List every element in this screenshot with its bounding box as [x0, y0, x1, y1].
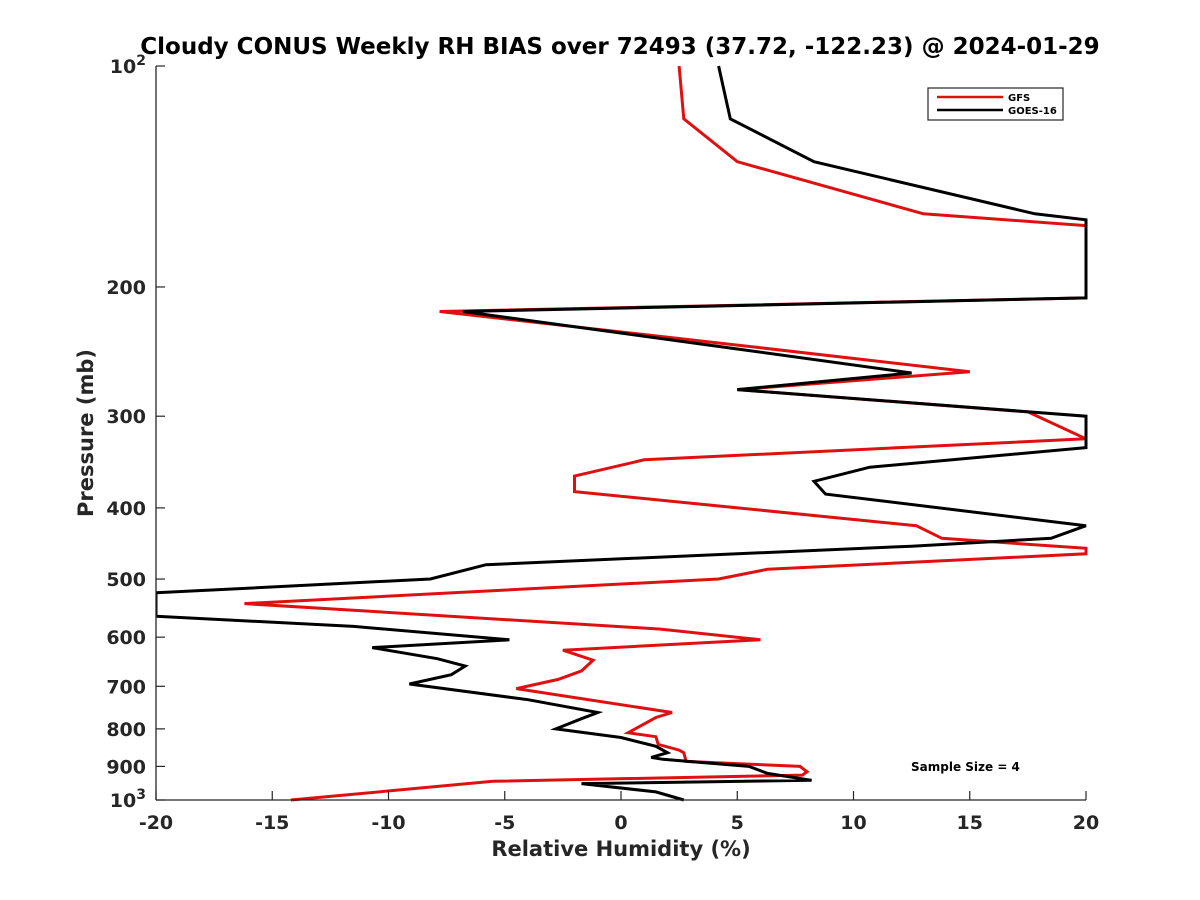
- x-tick-label: 5: [731, 812, 744, 834]
- x-tick-label: -15: [255, 812, 289, 834]
- x-tick-label: 15: [957, 812, 983, 834]
- x-axis-label: Relative Humidity (%): [491, 837, 750, 861]
- x-tick-label: -10: [371, 812, 405, 834]
- legend-label: GFS: [1008, 93, 1030, 104]
- x-tick-label: -5: [494, 812, 515, 834]
- y-tick-label: 700: [106, 676, 146, 698]
- y-tick-label: 400: [106, 498, 146, 520]
- y-tick-label: 103: [110, 787, 146, 812]
- y-tick-label: 600: [106, 627, 146, 649]
- chart-title: Cloudy CONUS Weekly RH BIAS over 72493 (…: [140, 34, 1099, 60]
- y-tick-label: 500: [106, 569, 146, 591]
- x-tick-label: 20: [1073, 812, 1099, 834]
- legend: GFS GOES-16: [927, 87, 1064, 121]
- series-line-gfs: [244, 65, 1088, 802]
- y-axis-ticks: 102 200 300 400 500 600 700 800 900 103: [106, 53, 165, 812]
- y-tick-label: 102: [110, 53, 146, 78]
- y-tick-label: 200: [106, 277, 146, 299]
- y-axis-label: Pressure (mb): [74, 349, 98, 517]
- legend-box: [927, 87, 1064, 121]
- legend-label: GOES-16: [1008, 106, 1057, 117]
- x-tick-label: 10: [840, 812, 866, 834]
- plot-area: [156, 65, 1088, 802]
- x-tick-label: 0: [614, 812, 627, 834]
- sample-size-annotation: Sample Size = 4: [911, 760, 1020, 774]
- x-tick-label: -20: [139, 812, 173, 834]
- y-tick-label: 900: [106, 756, 146, 778]
- x-axis-ticks: -20 -15 -10 -5 0 5 10 15 20: [139, 791, 1099, 834]
- series-line-goes-16: [156, 65, 1088, 802]
- y-tick-label: 300: [106, 406, 146, 428]
- y-tick-label: 800: [106, 719, 146, 741]
